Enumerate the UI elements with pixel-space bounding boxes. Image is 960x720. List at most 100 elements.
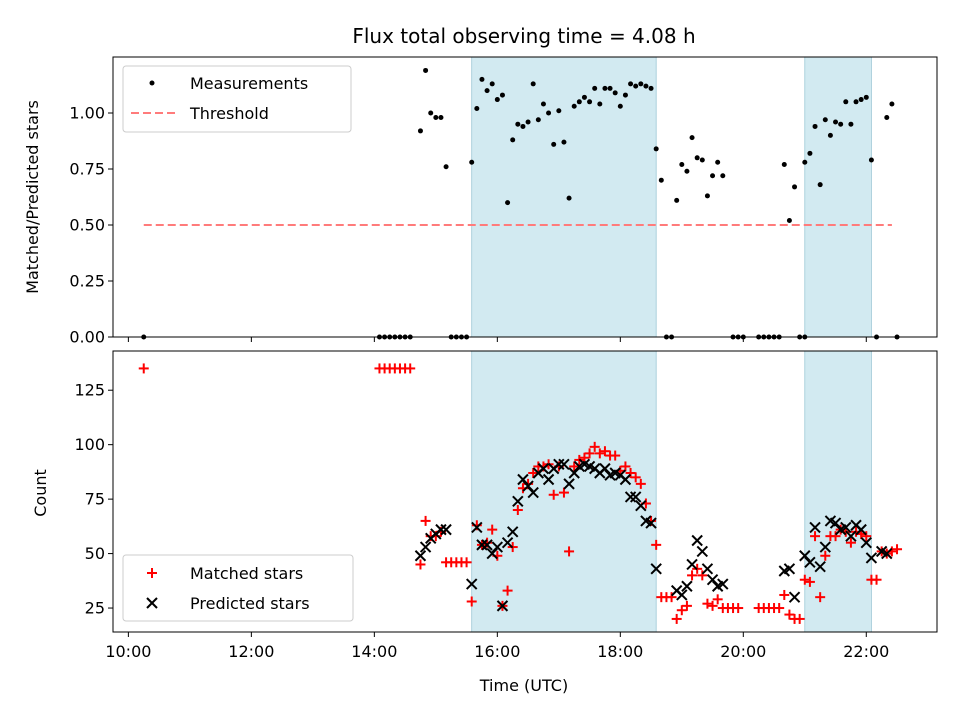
legend-measurements-label: Measurements <box>190 74 308 93</box>
top-y-axis-label: Matched/Predicted stars <box>23 100 42 294</box>
measurement-point <box>587 99 593 105</box>
measurement-point <box>438 114 444 120</box>
measurement-point <box>551 141 557 147</box>
predicted-star-marker <box>419 541 432 553</box>
matched-star-marker <box>810 531 821 542</box>
measurement-point <box>546 110 552 116</box>
legend-box <box>122 554 354 622</box>
matched-star-marker <box>487 524 498 535</box>
x-tick-label: 16:00 <box>474 642 520 661</box>
matched-star-marker <box>594 448 605 459</box>
measurement-point <box>566 195 572 201</box>
predicted-star-marker <box>527 486 539 499</box>
measurement-point <box>505 200 511 206</box>
measurement-point <box>423 67 429 73</box>
y-tick-label: 0.50 <box>69 216 105 235</box>
matched-star-marker <box>666 592 677 603</box>
measurement-point <box>638 81 644 87</box>
predicted-star-marker <box>537 462 550 475</box>
measurement-point <box>643 83 649 89</box>
measurement-point <box>520 123 526 129</box>
matched-star-marker <box>620 461 631 472</box>
measurement-point <box>699 157 705 163</box>
measurement-point <box>684 168 690 174</box>
measurement-point <box>617 103 623 109</box>
matched-star-marker <box>630 472 641 483</box>
measurement-point <box>786 218 792 224</box>
measurement-point <box>494 97 500 103</box>
measurement-point <box>694 155 700 161</box>
predicted-star-marker <box>465 578 478 590</box>
y-tick-label: 75 <box>85 490 105 509</box>
measurement-point <box>710 173 716 179</box>
measurement-point <box>607 85 613 91</box>
bottom-legend: Matched stars Predicted stars <box>122 554 354 622</box>
predicted-star-marker <box>506 526 519 538</box>
matched-star-marker <box>687 570 698 581</box>
matched-star-marker <box>681 600 692 611</box>
matched-star-marker <box>415 559 426 570</box>
matched-star-marker <box>635 478 646 489</box>
matched-star-marker <box>815 592 826 603</box>
predicted-star-marker <box>629 491 642 503</box>
x-tick-label: 14:00 <box>351 642 397 661</box>
measurement-point <box>628 81 634 87</box>
legend-matched-label: Matched stars <box>190 564 303 583</box>
measurement-point <box>535 117 541 123</box>
predicted-star-marker <box>471 521 483 534</box>
predicted-star-marker <box>701 563 714 575</box>
top-legend: Measurements Threshold <box>122 65 352 133</box>
matched-star-marker <box>779 589 790 600</box>
measurement-point <box>689 135 695 141</box>
measurement-point <box>792 184 798 190</box>
predicted-star-marker <box>558 458 570 470</box>
matched-star-marker <box>512 505 523 516</box>
predicted-star-marker <box>435 523 447 536</box>
matched-star-marker <box>548 489 559 500</box>
measurement-point <box>571 103 577 109</box>
measurement-point <box>602 85 608 91</box>
measurement-point <box>443 164 449 170</box>
predicted-star-marker <box>681 580 693 592</box>
predicted-star-marker <box>865 552 878 564</box>
measurement-point <box>592 85 598 91</box>
matched-star-marker <box>502 585 513 596</box>
x-tick-label: 12:00 <box>228 642 274 661</box>
predicted-star-marker <box>809 521 821 534</box>
bottom-panel: 25 50 75 100 125 10:00 12:00 14:00 16:00 18:00 20:… <box>74 350 938 661</box>
predicted-star-marker <box>855 523 867 536</box>
predicted-star-marker <box>881 547 893 560</box>
measurement-point <box>868 157 874 163</box>
observing-window-shade <box>804 350 872 633</box>
measurement-point <box>704 193 710 199</box>
predicted-star-marker <box>491 541 504 553</box>
measurement-point <box>433 114 439 120</box>
matched-star-marker <box>861 531 872 542</box>
measurement-point <box>556 108 562 114</box>
measurement-point <box>658 177 664 183</box>
matched-star-marker <box>804 576 815 587</box>
predicted-star-marker <box>512 495 524 508</box>
predicted-star-marker <box>476 539 488 551</box>
matched-star-marker <box>820 550 831 561</box>
measurement-point <box>576 99 582 105</box>
measurement-point <box>484 88 490 94</box>
predicted-star-marker <box>783 563 796 575</box>
bottom-y-axis-label: Count <box>31 469 50 517</box>
measurement-point <box>833 119 839 125</box>
legend-threshold-label: Threshold <box>189 104 269 123</box>
predicted-star-marker <box>686 558 698 571</box>
y-tick-label: 50 <box>85 544 105 563</box>
legend-predicted-marker <box>146 597 158 609</box>
legend-measurement-marker <box>149 80 155 86</box>
observing-window-shade <box>471 56 657 338</box>
matched-star-marker <box>676 605 687 616</box>
measurement-point <box>720 173 726 179</box>
matched-star-marker <box>774 603 785 614</box>
matched-star-marker <box>558 487 569 498</box>
measurement-point <box>510 137 516 143</box>
measurement-point <box>530 81 536 87</box>
legend-predicted-label: Predicted stars <box>190 594 310 613</box>
measurement-point <box>827 132 833 138</box>
